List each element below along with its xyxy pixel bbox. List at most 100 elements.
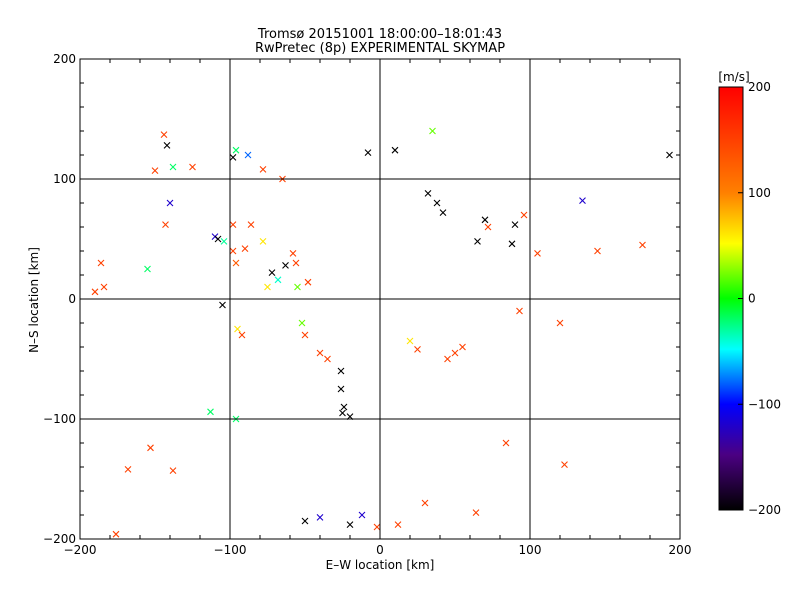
cross-marker xyxy=(358,511,366,519)
y-tick-label: −200 xyxy=(43,532,76,546)
y-tick-label: −100 xyxy=(43,412,76,426)
colorbar-tick-label: −200 xyxy=(748,503,781,517)
cross-marker xyxy=(406,337,414,345)
cross-marker xyxy=(424,190,432,197)
colorbar-tick-label: 200 xyxy=(748,80,771,94)
cross-marker xyxy=(451,349,459,357)
cross-marker xyxy=(229,221,237,228)
cross-marker xyxy=(511,221,519,228)
cross-marker xyxy=(207,408,214,416)
cross-marker xyxy=(337,385,345,393)
colorbar-ticks: 200 100 0 −100 −200 xyxy=(738,80,781,517)
cross-marker xyxy=(244,151,252,159)
cross-marker xyxy=(444,355,451,363)
cross-marker xyxy=(229,247,237,255)
cross-marker xyxy=(339,409,346,417)
cross-marker xyxy=(247,221,255,228)
cross-marker xyxy=(298,319,306,327)
colorbar-tick-label: −100 xyxy=(748,397,781,411)
cross-marker xyxy=(189,163,196,171)
cross-marker xyxy=(639,241,646,249)
cross-marker xyxy=(481,216,489,224)
cross-marker xyxy=(579,197,586,204)
cross-marker xyxy=(391,146,399,154)
cross-marker xyxy=(238,331,246,339)
cross-marker xyxy=(292,259,300,267)
cross-marker xyxy=(429,127,436,135)
cross-marker xyxy=(561,461,568,468)
cross-marker xyxy=(169,467,177,474)
x-tick-label: 200 xyxy=(669,543,692,557)
cross-marker xyxy=(220,238,228,245)
cross-marker xyxy=(666,151,673,159)
cross-marker xyxy=(151,167,159,174)
cross-marker xyxy=(301,517,309,525)
cross-marker xyxy=(219,301,226,309)
cross-marker xyxy=(241,245,249,252)
y-tick-label: 0 xyxy=(68,292,76,306)
cross-marker xyxy=(337,367,345,375)
cross-marker xyxy=(232,259,240,267)
y-tick-label: 200 xyxy=(53,52,76,66)
grid-lines xyxy=(80,59,680,539)
cross-marker xyxy=(289,250,297,257)
cross-marker xyxy=(364,149,372,156)
x-tick-label: −200 xyxy=(64,543,97,557)
cross-marker xyxy=(324,355,331,363)
cross-marker xyxy=(484,223,492,231)
cross-marker xyxy=(433,199,441,207)
y-axis-ticks: −200 −100 0 100 200 xyxy=(43,52,680,546)
cross-marker xyxy=(340,403,348,411)
cross-marker xyxy=(301,331,309,339)
cross-marker xyxy=(112,530,120,538)
cross-marker xyxy=(346,521,354,528)
cross-marker xyxy=(160,131,168,138)
cross-marker xyxy=(594,247,601,255)
x-axis-ticks: −200 −100 0 100 200 xyxy=(64,59,692,557)
cross-marker xyxy=(316,349,324,357)
cross-marker xyxy=(264,283,271,291)
chart-subtitle: RwPretec (8p) EXPERIMENTAL SKYMAP xyxy=(255,41,505,56)
cross-marker xyxy=(373,523,381,531)
cross-marker xyxy=(268,269,276,276)
cross-marker xyxy=(282,262,289,269)
cross-marker xyxy=(162,221,169,228)
cross-marker xyxy=(459,343,466,351)
cross-marker xyxy=(556,319,564,327)
cross-marker xyxy=(232,146,240,154)
cross-marker xyxy=(472,509,480,516)
cross-marker xyxy=(421,499,429,507)
cross-marker xyxy=(169,163,177,171)
cross-marker xyxy=(394,521,402,528)
cross-marker xyxy=(534,250,541,257)
x-tick-label: 0 xyxy=(376,543,384,557)
cross-marker xyxy=(294,283,301,291)
colorbar-tick-label: 0 xyxy=(748,292,756,306)
cross-marker xyxy=(516,307,523,315)
cross-marker xyxy=(304,278,312,286)
y-axis-label: N–S location [km] xyxy=(27,247,41,353)
cross-marker xyxy=(259,166,267,173)
cross-marker xyxy=(229,154,237,161)
y-tick-label: 100 xyxy=(53,172,76,186)
cross-marker xyxy=(163,142,171,149)
colorbar-tick-label: 100 xyxy=(748,186,771,200)
cross-marker xyxy=(274,276,282,284)
colorbar-label: [m/s] xyxy=(718,70,749,84)
cross-marker xyxy=(97,259,105,267)
cross-marker xyxy=(316,514,324,521)
cross-marker xyxy=(234,325,241,333)
cross-marker xyxy=(91,288,99,296)
x-tick-label: 100 xyxy=(519,543,542,557)
cross-marker xyxy=(502,439,510,447)
cross-marker xyxy=(414,346,421,353)
cross-marker xyxy=(508,240,516,248)
cross-marker xyxy=(520,211,528,219)
cross-marker xyxy=(474,238,481,245)
chart-title: Tromsø 20151001 18:00:00–18:01:43 xyxy=(257,27,502,42)
cross-marker xyxy=(147,444,154,452)
cross-marker xyxy=(214,235,222,243)
cross-marker xyxy=(144,265,151,273)
cross-marker xyxy=(124,466,132,473)
